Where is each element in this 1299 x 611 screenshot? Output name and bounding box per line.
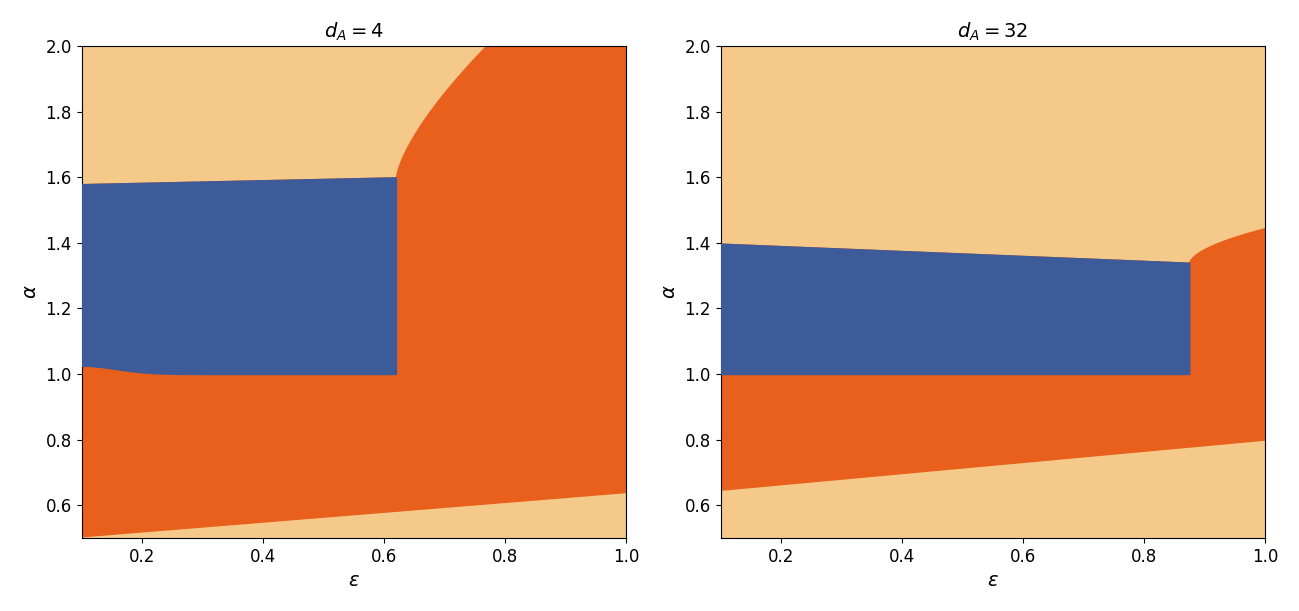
Title: $d_A = 4$: $d_A = 4$ [323, 21, 383, 43]
Title: $d_A = 32$: $d_A = 32$ [957, 21, 1029, 43]
Y-axis label: $\alpha$: $\alpha$ [660, 285, 679, 299]
Y-axis label: $\alpha$: $\alpha$ [21, 285, 40, 299]
X-axis label: $\varepsilon$: $\varepsilon$ [348, 571, 360, 590]
X-axis label: $\varepsilon$: $\varepsilon$ [987, 571, 999, 590]
